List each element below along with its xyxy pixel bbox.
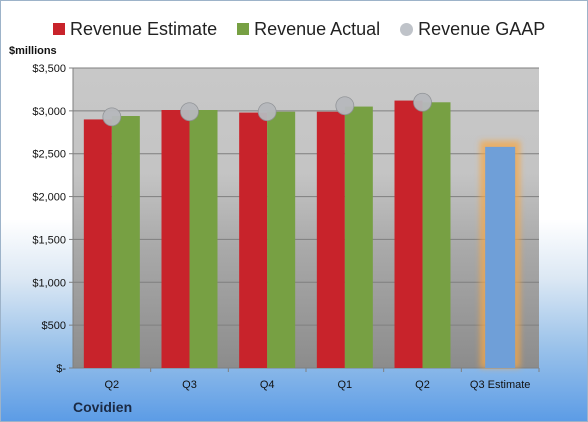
y-tick-label: $500: [42, 320, 66, 332]
legend: Revenue Estimate Revenue Actual Revenue …: [53, 17, 545, 41]
bar-revenue-actual: [111, 116, 140, 368]
bar-revenue-actual: [267, 111, 296, 368]
y-tick-label: $2,000: [32, 192, 66, 204]
bar-revenue-actual: [344, 106, 373, 369]
legend-item-revenue-actual: Revenue Actual: [237, 19, 380, 40]
bar-revenue-estimate: [83, 119, 112, 368]
bar-q3-estimate: [485, 146, 516, 368]
legend-label-revenue-actual: Revenue Actual: [254, 18, 381, 39]
plot-background: [73, 68, 539, 368]
company-name: Covidien: [73, 399, 133, 415]
legend-item-revenue-gaap: Revenue GAAP: [400, 19, 545, 40]
x-tick-label: Q3 Estimate: [470, 379, 531, 391]
dot-revenue-gaap: [102, 107, 122, 127]
y-tick-label: $-: [56, 363, 66, 375]
x-tick-label: Q1: [337, 379, 352, 391]
dot-revenue-gaap: [335, 96, 355, 116]
dot-revenue-gaap: [413, 92, 432, 112]
legend-swatch-revenue-actual: [237, 23, 250, 35]
y-tick-label: $3,500: [32, 63, 66, 75]
y-tick-label: $1,500: [32, 234, 66, 246]
legend-label-revenue-gaap: Revenue GAAP: [418, 18, 546, 39]
bar-revenue-estimate: [239, 112, 268, 368]
x-tick-label: Q3: [182, 379, 197, 391]
x-tick-label: Q2: [415, 379, 430, 391]
y-tick-label: $3,000: [32, 106, 66, 118]
y-axis-label: $millions: [9, 45, 57, 57]
bar-revenue-estimate: [394, 100, 423, 369]
dot-revenue-gaap: [257, 102, 277, 122]
bar-revenue-estimate: [161, 110, 190, 368]
bar-revenue-actual: [189, 110, 218, 368]
legend-label-revenue-estimate: Revenue Estimate: [70, 18, 218, 39]
bar-revenue-actual: [422, 102, 451, 369]
legend-swatch-revenue-estimate: [53, 23, 65, 35]
legend-swatch-revenue-gaap: [400, 22, 414, 36]
legend-item-revenue-estimate: Revenue Estimate: [53, 19, 217, 40]
bar-revenue-estimate: [316, 111, 345, 368]
x-tick-label: Q4: [260, 379, 275, 391]
x-tick-label: Q2: [104, 379, 119, 391]
y-tick-label: $1,000: [32, 277, 66, 289]
dot-revenue-gaap: [180, 102, 199, 122]
y-tick-label: $2,500: [32, 149, 66, 161]
